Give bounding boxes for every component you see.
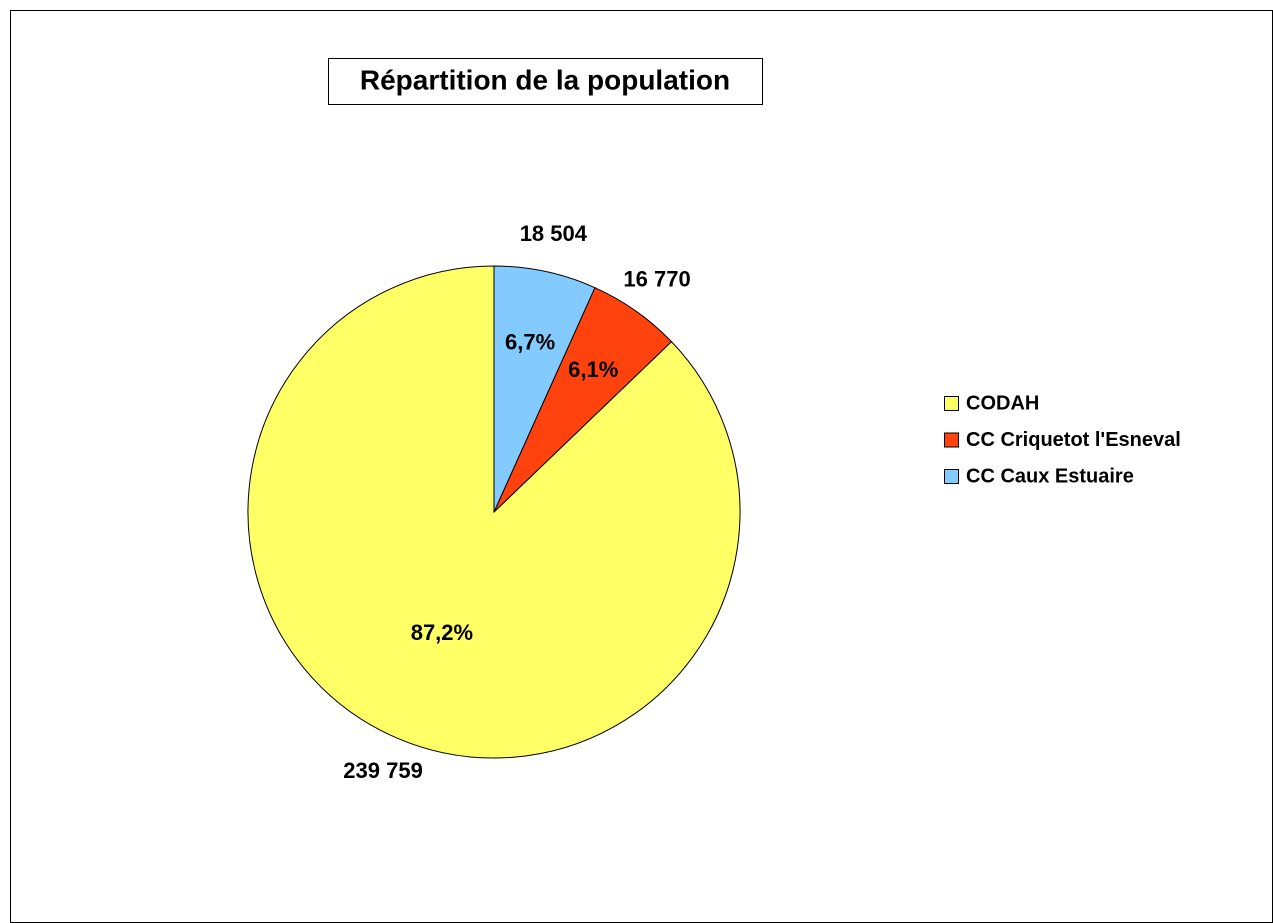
- legend-label: CODAH: [966, 392, 1039, 414]
- legend-swatch: [944, 469, 959, 484]
- data-label: 18 504: [520, 221, 588, 246]
- legend-label: CC Criquetot l'Esneval: [966, 429, 1181, 451]
- data-label: 16 770: [623, 267, 690, 292]
- percent-label: 6,1%: [568, 357, 618, 382]
- data-label: 239 759: [343, 758, 423, 783]
- legend-label: CC Caux Estuaire: [966, 465, 1134, 487]
- legend-swatch: [944, 396, 959, 411]
- title-box: [328, 58, 763, 105]
- percent-label: 6,7%: [505, 329, 555, 354]
- pie-slice: [493, 265, 596, 513]
- legend-swatch: [944, 432, 959, 448]
- chart-title: Répartition de la population: [360, 64, 730, 95]
- percent-label: 87,2%: [411, 620, 473, 645]
